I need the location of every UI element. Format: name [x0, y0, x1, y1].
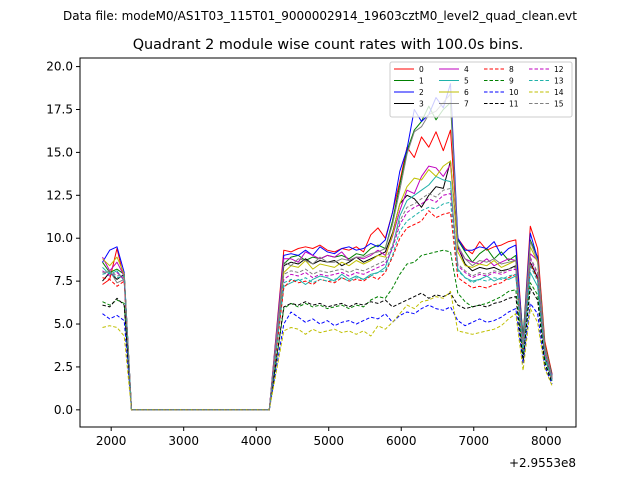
- x-axis-ticks: 2000 3000 4000 5000 6000 7000 8000: [96, 427, 562, 448]
- x-tick-label: 7000: [458, 434, 489, 448]
- y-tick-label: 5.0: [54, 317, 73, 331]
- y-tick-label: 17.5: [46, 102, 73, 116]
- datafile-label: Data file: modeM0/AS1T03_115T01_90000029…: [63, 9, 577, 23]
- series-line-12: [102, 193, 553, 411]
- axes-frame: [79, 57, 577, 428]
- legend-label-9: 9: [509, 77, 514, 86]
- legend-label-12: 12: [554, 65, 564, 74]
- legend-label-10: 10: [509, 88, 519, 97]
- y-axis-ticks: 0.0 2.5 5.0 7.5 10.0 12.5 15.0 17.5 20.0: [46, 60, 80, 417]
- series-line-15: [102, 187, 553, 411]
- x-tick-label: 8000: [531, 434, 562, 448]
- legend-label-4: 4: [464, 65, 469, 74]
- x-tick-label: 5000: [313, 434, 344, 448]
- x-tick-label: 4000: [241, 434, 272, 448]
- y-tick-label: 7.5: [54, 274, 73, 288]
- x-tick-label: 2000: [96, 434, 127, 448]
- legend-label-1: 1: [419, 77, 424, 86]
- x-tick-label: 6000: [386, 434, 417, 448]
- legend-label-14: 14: [554, 88, 564, 97]
- legend-label-6: 6: [464, 88, 469, 97]
- y-tick-label: 12.5: [46, 188, 73, 202]
- y-tick-label: 15.0: [46, 145, 73, 159]
- x-tick-label: 3000: [168, 434, 199, 448]
- legend-label-11: 11: [509, 100, 519, 109]
- legend-label-13: 13: [554, 77, 564, 86]
- legend-label-2: 2: [419, 88, 424, 97]
- series-layer: [102, 83, 553, 411]
- legend-label-8: 8: [509, 65, 514, 74]
- legend-label-15: 15: [554, 100, 564, 109]
- y-tick-label: 10.0: [46, 231, 73, 245]
- x-offset-label: +2.9553e8: [509, 456, 576, 470]
- legend-label-3: 3: [419, 100, 424, 109]
- legend-label-7: 7: [464, 100, 469, 109]
- y-tick-label: 2.5: [54, 360, 73, 374]
- y-tick-label: 0.0: [54, 403, 73, 417]
- chart-title: Quadrant 2 module wise count rates with …: [133, 37, 524, 53]
- legend-label-5: 5: [464, 77, 469, 86]
- series-line-13: [102, 201, 553, 411]
- legend-box: [389, 61, 573, 118]
- y-tick-label: 20.0: [46, 60, 73, 74]
- legend-label-0: 0: [419, 65, 424, 74]
